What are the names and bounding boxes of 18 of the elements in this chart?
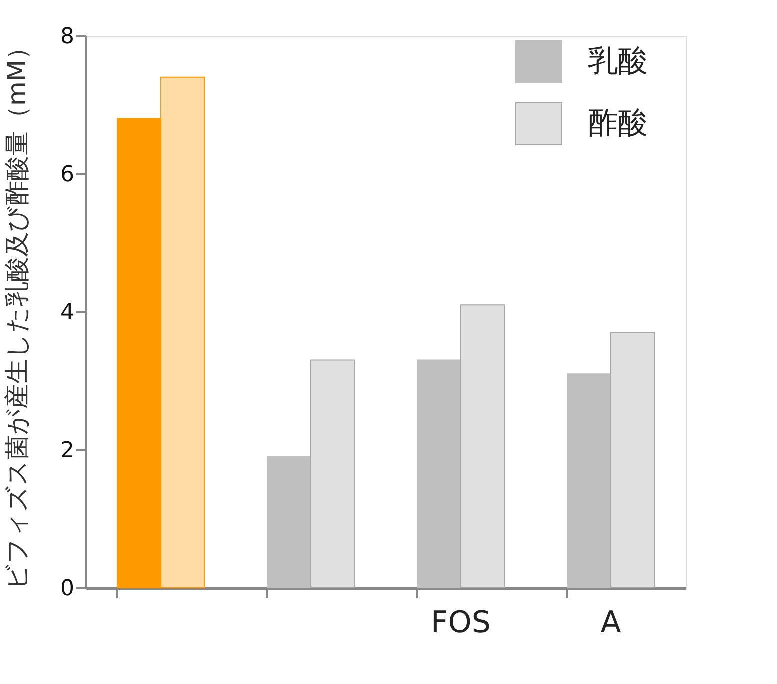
bar	[417, 360, 462, 588]
y-tick-label: 2	[60, 438, 74, 464]
bar	[460, 304, 505, 588]
y-tick-label: 8	[60, 24, 74, 50]
y-axis-title: ビフィズス菌が産生した乳酸及び酢酸量（mM）	[2, 35, 32, 590]
y-tick-label: 4	[60, 300, 74, 326]
x-tick-label: A	[600, 606, 622, 640]
bar	[117, 118, 162, 588]
bar	[267, 456, 312, 588]
legend-label: 乳酸	[588, 44, 648, 79]
legend-label: 酢酸	[588, 106, 648, 141]
y-tick-label: 0	[60, 576, 74, 602]
y-tick-label: 6	[60, 162, 74, 188]
x-tick-label: FOS	[431, 606, 491, 640]
bar	[310, 360, 355, 588]
bar	[160, 76, 205, 588]
bar	[567, 374, 612, 588]
bar	[610, 332, 655, 588]
